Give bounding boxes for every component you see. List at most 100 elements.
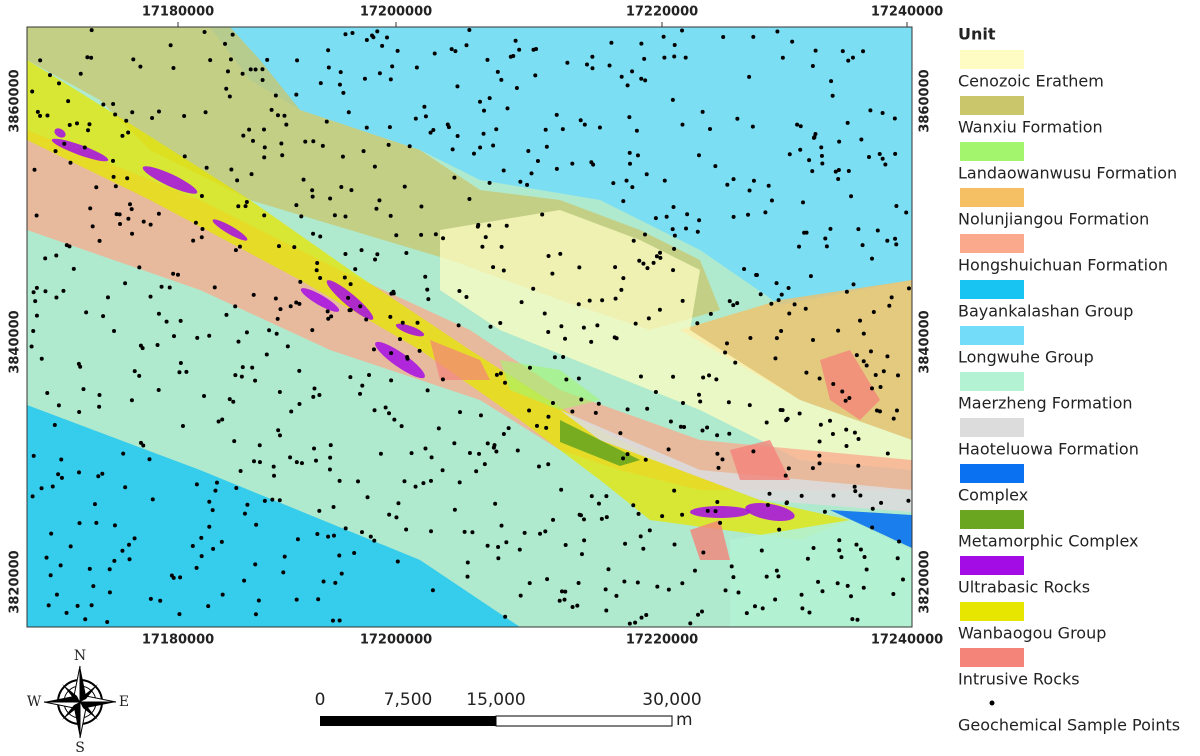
- sample-point: [326, 316, 331, 321]
- sample-point: [654, 254, 659, 259]
- sample-point: [627, 621, 632, 626]
- sample-point: [612, 335, 617, 340]
- sample-point: [475, 224, 480, 229]
- sample-point: [894, 204, 899, 209]
- sample-point: [883, 162, 888, 167]
- sample-point: [253, 67, 258, 72]
- sample-point: [388, 314, 393, 319]
- sample-point: [551, 517, 556, 522]
- sample-point: [505, 106, 510, 111]
- sample-point: [273, 93, 278, 98]
- sample-point: [107, 567, 112, 572]
- sample-point: [885, 451, 890, 456]
- legend-swatch: [960, 418, 1024, 437]
- sample-point: [76, 470, 81, 475]
- sample-point: [467, 28, 472, 33]
- sample-point: [430, 588, 435, 593]
- sample-point: [817, 376, 822, 381]
- sample-point: [799, 592, 804, 597]
- legend-swatch: [960, 326, 1024, 345]
- sample-point: [744, 611, 749, 616]
- sample-point: [203, 110, 208, 115]
- sample-point: [795, 122, 800, 127]
- sample-point: [645, 266, 650, 271]
- sample-point: [787, 311, 792, 316]
- sample-point: [276, 244, 281, 249]
- sample-point: [126, 130, 131, 135]
- sample-point: [639, 615, 644, 620]
- sample-point: [262, 145, 267, 150]
- sample-point: [671, 374, 676, 379]
- sample-point: [245, 502, 250, 507]
- sample-point: [297, 301, 302, 306]
- sample-point: [871, 310, 876, 315]
- sample-point: [562, 597, 567, 602]
- sample-point: [634, 128, 639, 133]
- sample-point: [760, 606, 765, 611]
- sample-point: [587, 298, 592, 303]
- sample-point: [31, 290, 36, 295]
- sample-point: [563, 336, 568, 341]
- scale-label: 30,000: [642, 690, 701, 710]
- sample-point: [68, 544, 73, 549]
- sample-point: [477, 451, 482, 456]
- sample-point: [326, 65, 331, 70]
- sample-point: [731, 575, 736, 580]
- sample-point: [54, 295, 59, 300]
- sample-point: [775, 29, 780, 34]
- sample-point: [735, 116, 740, 121]
- sample-point: [604, 608, 609, 613]
- sample-point: [828, 226, 833, 231]
- sample-point: [343, 32, 348, 37]
- sample-point: [375, 252, 380, 257]
- sample-point: [870, 506, 875, 511]
- sample-point: [76, 361, 81, 366]
- sample-point: [168, 43, 173, 48]
- legend-label: Bayankalashan Group: [958, 302, 1133, 321]
- sample-point: [236, 204, 241, 209]
- sample-point: [644, 172, 649, 177]
- sample-point: [613, 265, 618, 270]
- sample-point: [887, 303, 892, 308]
- sample-point: [464, 43, 469, 48]
- ultrabasic-body: [745, 503, 795, 521]
- sample-point: [862, 555, 867, 560]
- sample-point: [848, 594, 853, 599]
- sample-point: [284, 122, 289, 127]
- sample-point: [584, 62, 589, 67]
- sample-point: [419, 204, 424, 209]
- sample-point: [527, 581, 532, 586]
- sample-point: [48, 573, 53, 578]
- sample-point: [747, 403, 752, 408]
- sample-point: [367, 373, 372, 378]
- sample-point: [395, 559, 400, 564]
- sample-point: [130, 110, 135, 115]
- sample-point: [751, 34, 756, 39]
- sample-point: [253, 562, 258, 567]
- sample-point: [58, 563, 63, 568]
- sample-point: [374, 206, 379, 211]
- sample-point: [158, 598, 163, 603]
- sample-point: [84, 310, 89, 315]
- sample-point: [380, 43, 385, 48]
- sample-point: [672, 54, 677, 59]
- sample-point: [330, 618, 335, 623]
- sample-point: [346, 110, 351, 115]
- sample-point: [596, 501, 601, 506]
- sample-point: [646, 316, 651, 321]
- sample-point: [624, 178, 629, 183]
- sample-point: [269, 107, 274, 112]
- sample-point: [433, 232, 438, 237]
- sample-point: [684, 226, 689, 231]
- sample-point: [786, 285, 791, 290]
- sample-point: [244, 330, 249, 335]
- x-tick-label: 17240000: [871, 633, 943, 648]
- sample-point: [86, 128, 91, 133]
- scale-label: 0: [315, 690, 326, 710]
- sample-point: [294, 203, 299, 208]
- sample-point: [839, 555, 844, 560]
- sample-point: [666, 587, 671, 592]
- sample-point: [112, 329, 117, 334]
- sample-point: [386, 142, 391, 147]
- sample-point: [394, 233, 399, 238]
